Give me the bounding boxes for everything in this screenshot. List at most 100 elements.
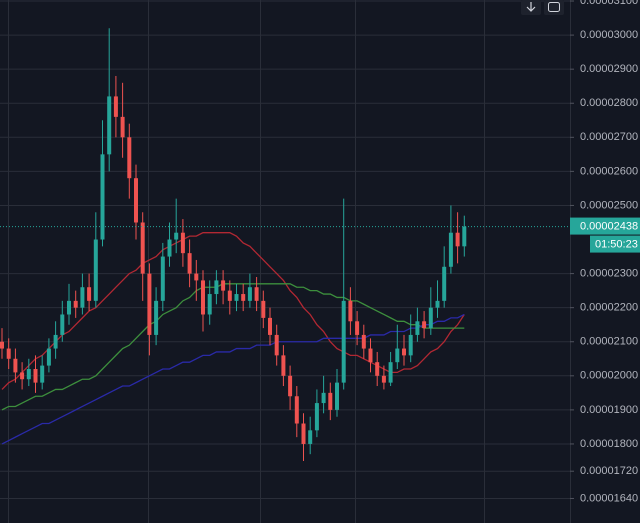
y-tick-label: 0.00003000 [580,29,638,41]
candle-body [127,137,132,179]
candle-body [160,256,165,301]
candle-body [201,280,205,315]
y-tick-label: 0.00002000 [580,370,638,382]
candle-body [254,287,259,301]
candle-body [60,314,65,335]
candle-body [194,273,199,281]
y-tick-label: 0.00002200 [580,302,638,314]
candle-body [26,368,31,380]
candle-body [40,365,45,383]
candle-body [281,355,286,376]
candle-body [274,334,279,356]
candle-body [381,375,386,383]
countdown-box [590,235,640,253]
candle-body [435,300,440,308]
y-tick-label: 0.00002800 [580,97,638,109]
y-tick-label: 0.00002900 [580,63,638,75]
candle-body [33,368,38,383]
candle-body [180,232,185,254]
candle-body [268,317,272,335]
y-tick-label: 0.00002100 [580,336,638,348]
candle-body [261,300,266,318]
candle-body [207,294,212,315]
candle-body [294,396,299,424]
price-axis: 0.00003100 0.00003000 0.00002900 0.00002800… [570,0,640,504]
candle-body [93,239,98,301]
candle-body [120,116,125,138]
y-tick-label: 0.00001720 [580,465,638,477]
candle-body [100,154,105,240]
moving-average [1,313,465,445]
candles [0,28,467,461]
y-tick-label: 0.00001640 [580,492,638,504]
candle-body [448,232,453,267]
candle-body [328,392,333,410]
candle-body [428,307,433,329]
countdown-label: 01:50:23 [595,238,638,250]
candle-body [442,266,447,301]
candle-body [288,375,293,397]
candle-body [140,222,145,274]
last-price-label: 0.00002438 [580,220,638,232]
candle-body [53,334,58,349]
candle-body [247,287,252,301]
candle-body [214,280,219,295]
last-price-box [570,217,640,235]
candle-body [301,423,306,444]
candle-body [0,341,4,349]
moving-average [1,283,465,411]
candle-body [13,358,18,373]
candle-body [221,280,226,291]
candle-body [308,430,313,444]
candle-body [462,226,467,247]
y-tick-label: 0.00002600 [580,165,638,177]
candle-body [355,321,360,335]
y-tick-label: 0.00003100 [580,0,638,7]
candle-body [6,348,11,359]
candle-body [402,348,406,356]
candle-body [154,300,159,335]
candle-body [422,321,427,329]
candle-body [167,239,172,257]
candle-body [87,287,92,301]
y-tick-label: 0.00002300 [580,268,638,280]
candle-body [147,273,152,335]
candle-body [341,300,346,383]
candle-body [408,334,413,356]
candle-body [67,300,71,315]
candle-body [368,348,373,363]
candle-body [348,300,353,322]
candle-body [187,253,192,274]
y-tick-label: 0.00001800 [580,438,638,450]
candle-body [361,334,366,349]
y-tick-label: 0.00001900 [580,404,638,416]
candle-body [395,348,400,363]
frame-icon [548,2,560,12]
candle-body [113,96,118,117]
candle-body [314,403,319,431]
moving-averages [1,232,465,445]
moving-average [1,232,465,390]
candle-body [241,294,246,301]
candle-body [321,392,326,404]
candle-body [335,382,339,410]
candle-body [415,321,420,335]
candle-body [174,232,179,240]
candle-body [375,362,380,376]
candle-body [234,294,239,301]
candle-body [455,232,460,247]
candle-body [134,178,138,223]
candle-body [73,300,78,308]
candle-body [107,96,112,155]
candle-body [388,362,393,383]
y-tick-label: 0.00002500 [580,199,638,211]
candle-body [46,348,51,366]
arrow-icon [526,2,536,12]
y-tick-label: 0.00002700 [580,131,638,143]
toolbar [521,0,564,15]
candle-body [20,372,25,380]
candle-body [80,287,85,308]
candle-body [227,290,232,301]
